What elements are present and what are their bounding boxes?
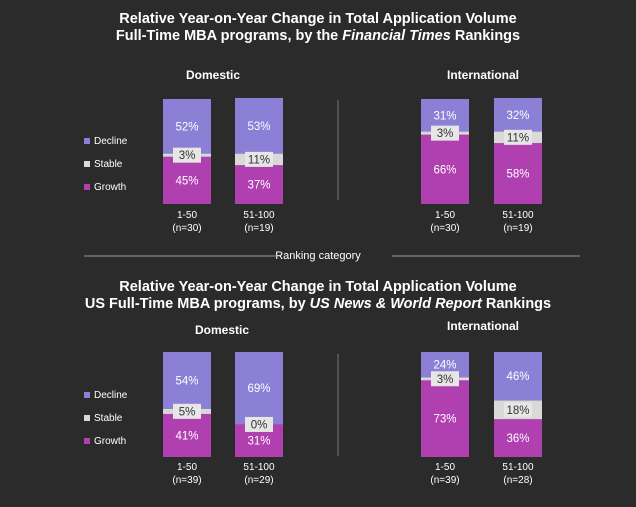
x-tick-label: 51-100 [502,210,534,221]
data-label-stable: 3% [437,128,454,140]
data-label-stable: 11% [248,154,270,166]
legend-label-decline: Decline [94,136,128,147]
bar-segment-decline [235,352,283,425]
x-tick-label: 1-50 [435,462,455,473]
x-tick-label: (n=19) [503,223,532,234]
data-label-stable: 3% [437,374,454,386]
data-label-stable: 5% [179,406,196,418]
bar-segment-growth [163,156,211,204]
chart-title-2: Relative Year-on-Year Change in Total Ap… [0,279,636,313]
data-label-stable: 18% [506,405,529,417]
stable-label-box [504,129,532,145]
chart-title-1-line2: Full-Time MBA programs, by the Financial… [115,28,521,44]
data-label-decline: 53% [247,121,270,133]
bar-segment-decline [163,99,211,154]
x-tick-label: (n=19) [244,223,273,234]
legend-swatch-growth [84,438,90,444]
stable-label-box [431,125,459,141]
data-label-stable: 0% [251,419,268,431]
legend-swatch-decline [84,392,90,398]
data-label-stable: 3% [179,150,196,162]
stable-label-box [245,416,273,432]
x-tick-label: 1-50 [435,210,455,221]
stable-label-box [173,403,201,419]
panel-label-international-1: International [446,68,519,82]
data-label-growth: 41% [175,430,198,442]
panel-label-domestic-1: Domestic [185,68,241,82]
panel-label-international-2: International [446,319,519,333]
legend-label-stable: Stable [94,159,123,170]
x-tick-label: (n=39) [172,475,201,486]
bar-segment-decline [235,97,283,154]
bar-segment-growth [421,380,469,457]
data-label-decline: 24% [433,360,456,372]
data-label-growth: 45% [175,175,198,187]
bar-segment-growth [235,165,283,204]
bar-segment-growth [494,143,542,204]
legend-label-decline: Decline [94,390,128,401]
chart-title-1-line1: Relative Year-on-Year Change in Total Ap… [119,11,517,27]
stable-label-box [431,371,459,387]
x-tick-label: (n=30) [430,223,459,234]
legend-swatch-stable [84,415,90,421]
chart-title-1: Relative Year-on-Year Change in Total Ap… [0,11,636,45]
data-label-decline: 31% [433,110,456,122]
stable-label-box [504,402,532,418]
panel-label-domestic-2: Domestic [194,323,250,337]
chart-title-2-line2: US Full-Time MBA programs, by US News & … [84,296,552,312]
data-label-decline: 54% [175,375,198,387]
legend-label-growth: Growth [94,436,126,447]
data-label-growth: 66% [433,164,456,176]
x-tick-label: 51-100 [502,462,534,473]
legend-label-growth: Growth [94,182,126,193]
bar-segment-decline [163,352,211,409]
legend-swatch-stable [84,161,90,167]
bar-segment-decline [494,352,542,401]
legend-label-stable: Stable [94,413,123,424]
data-label-decline: 32% [506,110,529,122]
bar-segment-growth [163,413,211,457]
ranking-category-label: Ranking category [275,250,361,262]
x-tick-label: (n=28) [503,475,532,486]
x-tick-label: 1-50 [177,210,197,221]
data-label-growth: 36% [506,433,529,445]
data-label-growth: 31% [247,436,270,448]
stable-label-box [245,151,273,167]
stable-label-box [173,147,201,163]
data-label-growth: 73% [433,414,456,426]
data-label-decline: 46% [506,371,529,383]
x-tick-label: (n=39) [430,475,459,486]
x-tick-label: (n=29) [244,475,273,486]
legend-swatch-decline [84,138,90,144]
chart-title-2-line1: Relative Year-on-Year Change in Total Ap… [119,279,517,295]
bar-segment-growth [494,419,542,457]
x-tick-label: (n=30) [172,223,201,234]
bar-segment-growth [421,134,469,204]
data-label-decline: 69% [247,383,270,395]
x-tick-label: 1-50 [177,462,197,473]
bar-segment-decline [494,97,542,132]
x-tick-label: 51-100 [243,210,275,221]
data-label-decline: 52% [175,121,198,133]
data-label-growth: 37% [247,180,270,192]
data-label-stable: 11% [507,132,529,144]
data-label-growth: 58% [506,169,529,181]
x-tick-label: 51-100 [243,462,275,473]
legend-swatch-growth [84,184,90,190]
